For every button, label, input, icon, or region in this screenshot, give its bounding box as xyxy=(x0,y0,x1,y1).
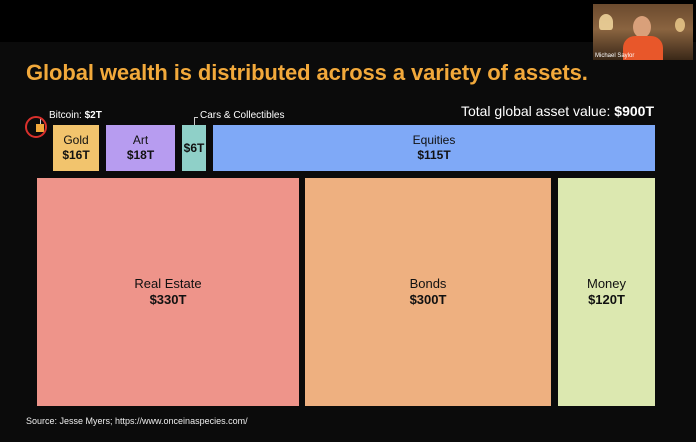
lamp-shape xyxy=(675,18,685,32)
treemap-cell-art: Art $18T xyxy=(106,125,175,171)
cell-label: Gold xyxy=(63,133,89,147)
treemap-cell-real-estate: Real Estate $330T xyxy=(37,178,299,406)
cell-value: $300T xyxy=(409,292,447,307)
cell-label: Art xyxy=(132,133,149,147)
webcam-video: Michael Saylor xyxy=(593,4,693,60)
cell-value: $115T xyxy=(417,148,451,162)
bitcoin-highlight-circle xyxy=(25,116,47,138)
cell-value: $18T xyxy=(126,148,155,162)
bitcoin-annotation-label: Bitcoin: xyxy=(49,110,85,121)
total-value: $900T xyxy=(614,103,654,119)
cell-label: Money xyxy=(586,276,627,291)
treemap-cell-gold: Gold $16T xyxy=(53,125,99,171)
bitcoin-annotation: Bitcoin: $2T xyxy=(49,110,102,121)
webcam-name: Michael Saylor xyxy=(595,53,635,59)
cell-label: Real Estate xyxy=(134,276,202,291)
cars-leader-line xyxy=(194,117,198,125)
total-label: Total global asset value: xyxy=(460,103,615,119)
bitcoin-annotation-value: $2T xyxy=(84,110,102,121)
cars-annotation: Cars & Collectibles xyxy=(200,110,285,121)
cell-value: $16T xyxy=(62,148,90,162)
presenter-body xyxy=(623,36,663,60)
source-citation: Source: Jesse Myers; https://www.onceina… xyxy=(26,416,248,426)
treemap-cell-equities: Equities $115T xyxy=(213,125,655,171)
chart-title: Global wealth is distributed across a va… xyxy=(26,60,588,85)
presenter-head xyxy=(633,16,651,38)
lamp-shape xyxy=(599,14,613,30)
cell-label: Bonds xyxy=(409,276,447,291)
cell-value: $6T xyxy=(183,140,205,155)
cell-value: $120T xyxy=(588,292,625,307)
cell-value: $330T xyxy=(149,292,187,307)
treemap-cell-cars: $6T xyxy=(182,125,206,171)
total-asset-value: Total global asset value: $900T xyxy=(461,103,654,119)
treemap-cell-bonds: Bonds $300T xyxy=(305,178,551,406)
treemap-cell-money: Money $120T xyxy=(558,178,655,406)
cell-label: Equities xyxy=(412,133,456,147)
